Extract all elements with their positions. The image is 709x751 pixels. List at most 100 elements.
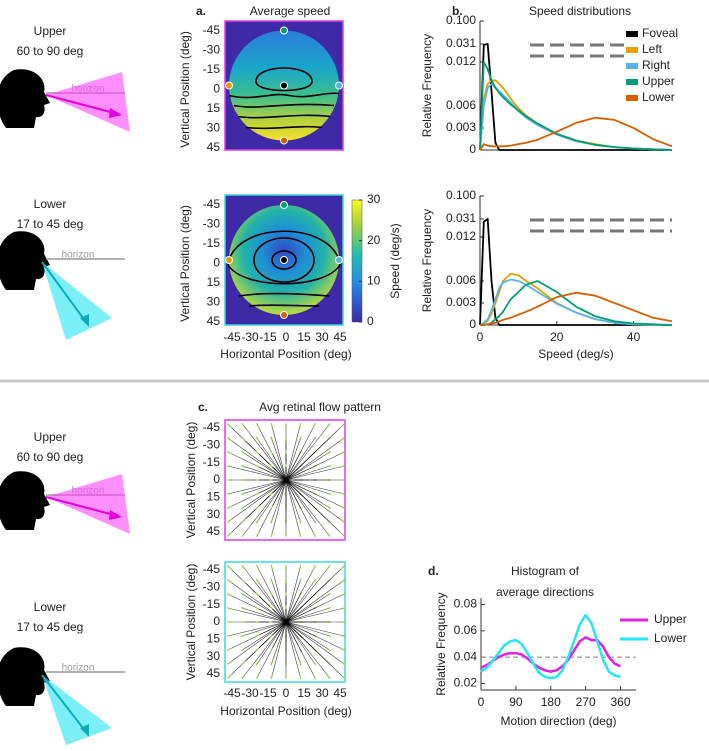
flow-line: [272, 479, 287, 507]
y-tick-label: -30: [203, 438, 221, 452]
flow-line: [258, 440, 287, 481]
series-line: [479, 278, 672, 326]
flow-arrow: [312, 422, 317, 429]
flow-arrow: [339, 451, 346, 455]
flow-line: [285, 479, 327, 507]
flow-arrow: [298, 518, 302, 524]
flow-line: [231, 440, 287, 481]
y-tick-label: 0.08: [454, 597, 478, 611]
flow-line: [285, 440, 300, 481]
flow-arrow: [270, 578, 274, 584]
flow-arrow: [226, 492, 233, 495]
flow-arrow: [226, 451, 233, 455]
y-tick-label: -45: [203, 420, 221, 434]
legend-label: Upper: [642, 74, 675, 88]
region-marker: [280, 311, 288, 319]
y-tick-label: -15: [203, 62, 221, 76]
view-arrow: [41, 261, 87, 323]
panel-label: b.: [452, 4, 463, 18]
flow-line: [285, 582, 341, 623]
x-tick-label: 15: [297, 330, 311, 344]
y-tick-label: 0.06: [454, 623, 478, 637]
series-line: [479, 218, 672, 326]
x-tick-label: 0: [283, 686, 290, 700]
colorbar-tick-label: 20: [367, 233, 381, 247]
flow-arrow: [241, 673, 246, 679]
flow-arrow: [298, 660, 302, 666]
flow-arrow: [339, 660, 346, 665]
y-tick-label: 0.006: [446, 98, 476, 112]
flow-arrow: [312, 673, 317, 680]
flow-line: [258, 582, 287, 623]
flow-arrow: [339, 673, 345, 679]
flow-line: [285, 453, 341, 481]
view-name: Upper: [34, 430, 67, 444]
flow-line: [272, 440, 287, 481]
y-tick-label: 0: [469, 317, 476, 331]
flow-line: [245, 453, 287, 481]
x-tick-label: -30: [241, 330, 259, 344]
y-tick-label: 30: [207, 295, 221, 309]
flow-arrow: [326, 647, 332, 652]
flow-arrow: [270, 505, 274, 511]
y-axis-label: Relative Frequency: [434, 592, 448, 695]
flow-arrow: [298, 578, 302, 584]
horizon-label: horizon: [62, 250, 95, 261]
x-tick-label: 45: [333, 330, 347, 344]
flow-arrow: [326, 673, 331, 679]
y-tick-label: -15: [203, 236, 221, 250]
arrow-head: [80, 314, 89, 327]
x-tick-label: 0: [478, 695, 485, 709]
y-tick-label: 0.031: [446, 36, 476, 50]
x-axis-label: Horizontal Position (deg): [220, 704, 351, 718]
flow-line: [272, 453, 287, 481]
flow-line: [285, 608, 327, 623]
flow-arrow: [339, 634, 346, 637]
flow-line: [285, 479, 341, 533]
flow-line: [285, 621, 327, 675]
y-tick-label: 30: [207, 649, 221, 663]
legend-swatch: [626, 47, 638, 53]
flow-arrow: [240, 505, 246, 510]
flow-line: [285, 569, 327, 623]
x-axis-label: Motion direction (deg): [500, 714, 616, 728]
flow-line: [285, 582, 300, 623]
flow-line: [285, 479, 314, 533]
flow-arrow: [298, 436, 302, 442]
view-name: Lower: [34, 600, 67, 614]
horizon-label: horizon: [62, 663, 95, 674]
flow-line: [285, 479, 300, 520]
flow-arrow: [255, 578, 260, 584]
flow-line: [285, 621, 327, 649]
chart-title: Average speed: [250, 4, 331, 18]
flow-arrow: [255, 647, 260, 652]
flow-line: [285, 453, 327, 481]
flow-line: [272, 427, 287, 481]
y-tick-label: 0.003: [446, 120, 476, 134]
flow-line: [245, 621, 287, 675]
flow-line: [245, 479, 287, 494]
flow-line: [285, 621, 341, 662]
arrow-head: [109, 510, 122, 520]
flow-line: [231, 621, 287, 662]
flow-line: [285, 427, 314, 481]
flow-arrow: [270, 565, 274, 571]
flow-arrow: [270, 647, 274, 653]
x-tick-label: -15: [259, 686, 277, 700]
flow-arrow: [339, 518, 346, 523]
flow-arrow: [339, 579, 346, 584]
legend-label: Lower: [642, 90, 675, 104]
flow-arrow: [339, 437, 346, 442]
flow-line: [285, 440, 314, 481]
flow-arrow: [227, 531, 233, 537]
contour: [248, 304, 320, 307]
flow-arrow: [312, 660, 317, 666]
flow-line: [285, 595, 327, 623]
view-cone: [42, 262, 112, 340]
y-tick-label: 0.100: [446, 188, 476, 202]
flow-line: [285, 621, 341, 636]
flow-arrow: [226, 660, 233, 665]
series-line: [479, 272, 672, 326]
flow-line: [285, 427, 341, 481]
